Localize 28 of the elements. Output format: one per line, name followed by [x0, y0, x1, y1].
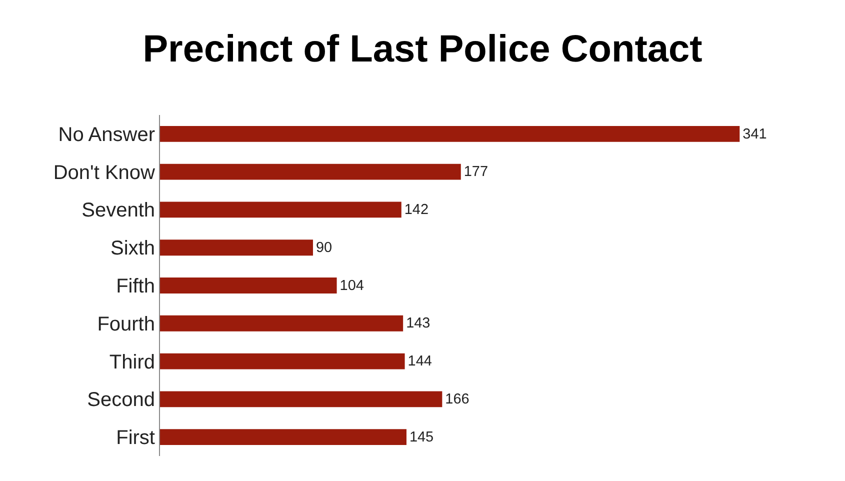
y-tick-label: Seventh	[82, 200, 155, 222]
y-tick-label: No Answer	[58, 124, 156, 146]
data-label: 341	[742, 126, 767, 142]
data-label: 145	[409, 429, 434, 446]
bar	[160, 164, 461, 180]
bar	[160, 391, 442, 408]
data-label: 104	[340, 278, 364, 294]
bar	[160, 126, 740, 142]
bar	[160, 353, 405, 370]
data-label: 177	[464, 164, 488, 180]
chart-title: Precinct of Last Police Contact	[142, 28, 703, 70]
bar	[160, 240, 313, 256]
y-tick-label: Sixth	[110, 238, 155, 260]
y-tick-label: First	[116, 427, 156, 450]
data-label: 143	[406, 316, 430, 332]
bar	[160, 429, 406, 446]
data-label: 142	[404, 202, 429, 218]
y-tick-label: Fifth	[116, 276, 155, 298]
y-tick-label: Second	[87, 389, 155, 412]
data-label: 90	[316, 240, 332, 256]
data-label: 144	[408, 354, 432, 370]
bar	[160, 278, 337, 294]
bar	[160, 202, 402, 218]
bar	[160, 315, 404, 332]
data-label: 166	[445, 392, 470, 408]
y-tick-label: Don't Know	[53, 162, 156, 184]
y-tick-label: Fourth	[97, 313, 155, 336]
y-tick-label: Third	[109, 351, 155, 374]
